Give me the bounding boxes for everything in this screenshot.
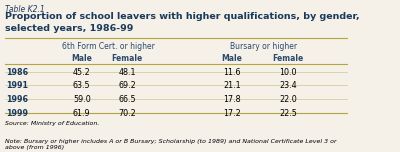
Text: 11.6: 11.6: [223, 67, 241, 76]
Text: 1999: 1999: [7, 109, 29, 118]
Text: 10.0: 10.0: [279, 67, 297, 76]
Text: Source: Ministry of Education.: Source: Ministry of Education.: [5, 121, 99, 126]
Text: Note: Bursary or higher includes A or B Bursary; Scholarship (to 1989) and Natio: Note: Bursary or higher includes A or B …: [5, 139, 336, 150]
Text: 17.2: 17.2: [223, 109, 241, 118]
Text: 66.5: 66.5: [118, 95, 136, 104]
Text: 1991: 1991: [7, 81, 29, 90]
Text: Proportion of school leavers with higher qualifications, by gender,: Proportion of school leavers with higher…: [5, 12, 360, 21]
Text: selected years, 1986-99: selected years, 1986-99: [5, 24, 133, 33]
Text: 22.0: 22.0: [279, 95, 297, 104]
Text: 63.5: 63.5: [73, 81, 90, 90]
Text: Male: Male: [71, 54, 92, 63]
Text: 1986: 1986: [7, 67, 29, 76]
Text: 23.4: 23.4: [279, 81, 297, 90]
Text: Bursary or higher: Bursary or higher: [230, 42, 297, 51]
Text: 61.9: 61.9: [73, 109, 90, 118]
Text: 45.2: 45.2: [73, 67, 91, 76]
Text: Female: Female: [272, 54, 304, 63]
Text: 17.8: 17.8: [223, 95, 241, 104]
Text: 22.5: 22.5: [279, 109, 297, 118]
Text: 70.2: 70.2: [118, 109, 136, 118]
Text: 69.2: 69.2: [118, 81, 136, 90]
Text: Male: Male: [222, 54, 242, 63]
Text: 6th Form Cert. or higher: 6th Form Cert. or higher: [62, 42, 154, 51]
Text: 21.1: 21.1: [223, 81, 241, 90]
Text: 48.1: 48.1: [118, 67, 136, 76]
Text: Female: Female: [112, 54, 143, 63]
Text: 59.0: 59.0: [73, 95, 91, 104]
Text: 1996: 1996: [7, 95, 29, 104]
Text: Table K2.1: Table K2.1: [5, 5, 45, 14]
